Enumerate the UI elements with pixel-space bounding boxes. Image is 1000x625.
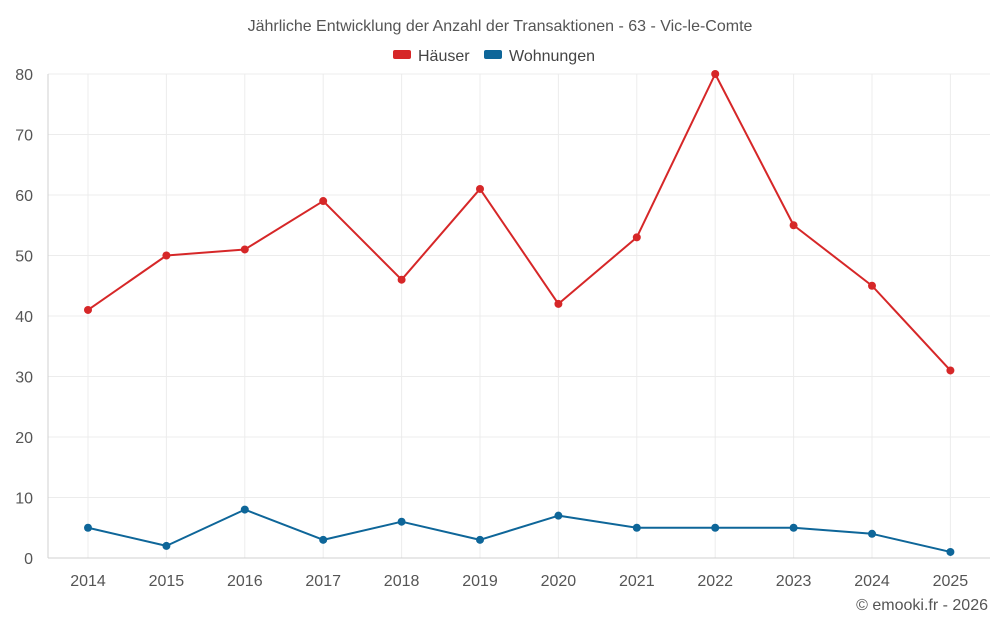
series-layer bbox=[84, 70, 955, 556]
x-gridlines bbox=[87, 74, 951, 558]
y-tick-label: 40 bbox=[15, 309, 33, 326]
x-tick-label: 2018 bbox=[384, 573, 420, 590]
data-point-wohnungen[interactable] bbox=[946, 547, 955, 556]
chart-axes bbox=[47, 74, 990, 559]
data-point-wohnungen[interactable] bbox=[397, 517, 406, 526]
data-point-haeuser[interactable] bbox=[162, 251, 171, 260]
y-tick-label: 70 bbox=[15, 128, 33, 145]
y-tick-label: 80 bbox=[15, 67, 33, 84]
data-point-wohnungen[interactable] bbox=[711, 523, 720, 532]
series-haeuser bbox=[84, 70, 955, 375]
data-point-wohnungen[interactable] bbox=[476, 535, 484, 544]
data-point-wohnungen[interactable] bbox=[240, 505, 249, 514]
legend-label: Wohnungen bbox=[509, 48, 595, 65]
data-point-wohnungen[interactable] bbox=[789, 523, 798, 532]
data-point-wohnungen[interactable] bbox=[868, 529, 876, 538]
x-tick-label: 2017 bbox=[305, 573, 341, 590]
legend-item-haeuser[interactable]: Häuser bbox=[393, 48, 470, 65]
x-tick-label: 2019 bbox=[462, 573, 498, 590]
data-point-haeuser[interactable] bbox=[711, 70, 720, 78]
data-point-haeuser[interactable] bbox=[789, 221, 798, 230]
x-tick-label: 2020 bbox=[541, 573, 577, 590]
legend-item-wohnungen[interactable]: Wohnungen bbox=[484, 48, 595, 65]
chart-legend: Häuser Wohnungen bbox=[393, 48, 595, 65]
series-line-haeuser bbox=[87, 73, 952, 372]
data-point-wohnungen[interactable] bbox=[162, 541, 171, 550]
y-tick-label: 0 bbox=[24, 551, 33, 568]
x-tick-label: 2023 bbox=[776, 573, 812, 590]
data-point-wohnungen[interactable] bbox=[84, 523, 92, 532]
data-point-wohnungen[interactable] bbox=[319, 535, 328, 544]
y-gridlines bbox=[48, 73, 990, 498]
data-point-haeuser[interactable] bbox=[946, 366, 955, 375]
chart-title: Jährliche Entwicklung der Anzahl der Tra… bbox=[248, 18, 753, 35]
x-tick-label: 2022 bbox=[697, 573, 733, 590]
y-tick-label: 60 bbox=[15, 188, 33, 205]
data-point-haeuser[interactable] bbox=[476, 184, 484, 193]
data-point-wohnungen[interactable] bbox=[632, 523, 641, 532]
data-point-wohnungen[interactable] bbox=[554, 511, 563, 520]
data-point-haeuser[interactable] bbox=[319, 197, 328, 206]
copyright-footer: © emooki.fr - 2026 bbox=[856, 597, 988, 614]
data-point-haeuser[interactable] bbox=[240, 245, 249, 254]
data-point-haeuser[interactable] bbox=[868, 281, 876, 290]
y-tick-label: 20 bbox=[15, 430, 33, 447]
y-tick-label: 50 bbox=[15, 249, 33, 266]
x-tick-label: 2014 bbox=[70, 573, 106, 590]
x-tick-label: 2016 bbox=[227, 573, 263, 590]
legend-swatch bbox=[393, 50, 411, 59]
x-tick-labels: 2014 2015 2016 2017 2018 2019 2020 2021 2022 2023… bbox=[70, 573, 968, 590]
x-tick-label: 2024 bbox=[854, 573, 890, 590]
y-tick-label: 30 bbox=[15, 370, 33, 387]
x-tick-label: 2015 bbox=[149, 573, 185, 590]
y-tick-labels: 0 10 20 30 40 50 60 70 80 bbox=[15, 67, 33, 568]
x-tick-label: 2021 bbox=[619, 573, 655, 590]
data-point-haeuser[interactable] bbox=[632, 233, 641, 242]
series-line-wohnungen bbox=[87, 508, 951, 553]
data-point-haeuser[interactable] bbox=[397, 275, 406, 284]
x-tick-label: 2025 bbox=[933, 573, 969, 590]
data-point-haeuser[interactable] bbox=[554, 299, 563, 308]
series-wohnungen bbox=[84, 505, 955, 556]
legend-swatch bbox=[484, 50, 502, 59]
data-point-haeuser[interactable] bbox=[84, 305, 92, 314]
legend-label: Häuser bbox=[418, 48, 470, 65]
y-tick-label: 10 bbox=[15, 491, 33, 508]
